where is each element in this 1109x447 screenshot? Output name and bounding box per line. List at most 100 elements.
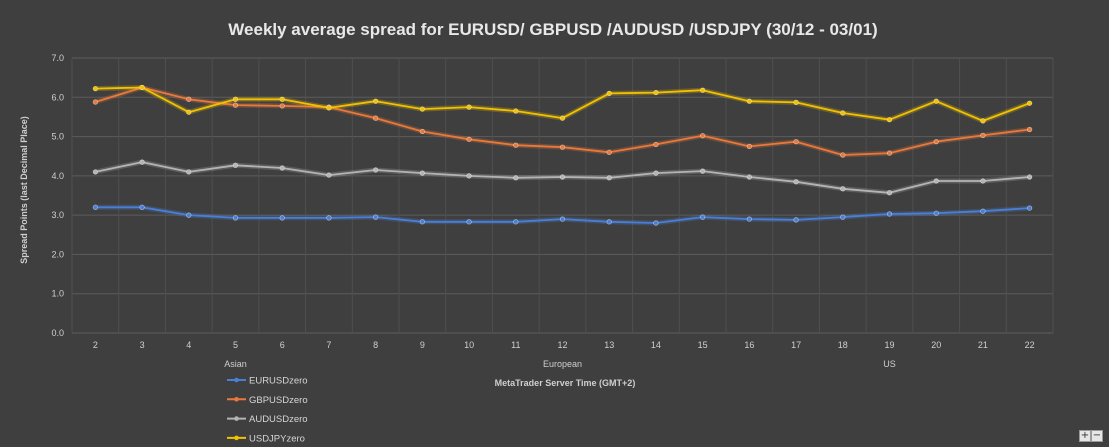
x-tick-label: 16 bbox=[744, 340, 754, 350]
data-point bbox=[933, 210, 939, 216]
data-point bbox=[232, 102, 239, 108]
data-point bbox=[793, 99, 799, 105]
series-eurusdzero bbox=[92, 204, 1033, 226]
grid bbox=[71, 57, 1054, 334]
x-axis-label: MetaTrader Server Time (GMT+2) bbox=[495, 378, 636, 388]
legend-swatch-marker bbox=[234, 416, 239, 421]
data-point bbox=[840, 214, 846, 220]
data-point bbox=[840, 186, 846, 192]
data-point bbox=[746, 143, 752, 149]
data-point bbox=[232, 215, 239, 221]
x-tick-label: 7 bbox=[326, 340, 331, 350]
data-point bbox=[326, 215, 332, 221]
data-point bbox=[326, 172, 332, 178]
data-point bbox=[886, 211, 893, 217]
y-axis-label: Spread Points (last Decimal Place) bbox=[19, 116, 29, 264]
data-point bbox=[139, 159, 145, 165]
data-point bbox=[606, 219, 612, 225]
legend-item: GBPUSDzero bbox=[227, 395, 308, 406]
legend-swatch-marker bbox=[234, 397, 239, 402]
data-point bbox=[700, 214, 706, 220]
x-tick-label: 6 bbox=[280, 340, 285, 350]
data-point bbox=[653, 170, 659, 176]
data-point bbox=[793, 139, 799, 145]
data-point bbox=[606, 90, 612, 96]
session-label: Asian bbox=[224, 359, 247, 369]
x-tick-label: 12 bbox=[557, 340, 567, 350]
data-point bbox=[700, 168, 706, 174]
x-tick-label: 8 bbox=[373, 340, 378, 350]
data-point bbox=[746, 98, 752, 104]
data-point bbox=[186, 96, 192, 102]
data-point bbox=[559, 216, 566, 222]
x-tick-label: 18 bbox=[838, 340, 848, 350]
data-point bbox=[92, 99, 98, 105]
series-usdjpyzero bbox=[92, 84, 1033, 124]
data-point bbox=[606, 149, 612, 155]
x-tick-label: 19 bbox=[884, 340, 894, 350]
legend-label: EURUSDzero bbox=[249, 376, 308, 387]
session-label: European bbox=[543, 359, 582, 369]
data-point bbox=[1027, 205, 1033, 211]
data-point bbox=[466, 104, 472, 110]
data-point bbox=[373, 214, 379, 220]
data-point bbox=[373, 167, 379, 173]
data-point bbox=[419, 106, 425, 112]
data-point bbox=[840, 152, 846, 158]
data-point bbox=[92, 204, 98, 210]
data-point bbox=[1027, 100, 1033, 106]
data-point bbox=[653, 89, 659, 96]
x-tick-label: 11 bbox=[511, 340, 520, 350]
x-tick-label: 15 bbox=[698, 340, 708, 350]
data-point bbox=[606, 175, 612, 181]
legend: EURUSDzero GBPUSDzero AUDUSDzero USDJPYzero bbox=[227, 376, 308, 444]
data-point bbox=[513, 142, 519, 148]
data-point bbox=[92, 169, 98, 175]
data-point bbox=[980, 132, 986, 138]
x-axis-ticks: 2 3 4 5 6 7 8 9 10 11 12 13 14 15 16 17 18 19 20 21 22 bbox=[93, 340, 1035, 350]
legend-label: GBPUSDzero bbox=[249, 395, 308, 406]
x-tick-label: 20 bbox=[931, 340, 941, 350]
data-point bbox=[279, 96, 285, 102]
session-labels: Asian European US bbox=[224, 359, 896, 369]
x-tick-label: 3 bbox=[140, 340, 145, 350]
data-point bbox=[513, 108, 519, 114]
data-point bbox=[419, 128, 425, 135]
y-tick-label: 7.0 bbox=[51, 53, 64, 63]
data-point bbox=[279, 165, 285, 171]
zoom-in-button[interactable]: + bbox=[1079, 430, 1091, 442]
x-tick-label: 14 bbox=[651, 340, 661, 350]
data-point bbox=[653, 220, 659, 226]
data-point bbox=[559, 174, 566, 180]
data-point bbox=[886, 150, 893, 156]
data-point bbox=[1027, 126, 1033, 133]
data-point bbox=[186, 169, 192, 175]
data-point bbox=[373, 115, 379, 121]
data-point bbox=[980, 178, 986, 184]
data-point bbox=[1027, 174, 1033, 180]
data-point bbox=[139, 84, 145, 91]
series-audusdzero bbox=[92, 159, 1033, 196]
data-point bbox=[559, 144, 566, 150]
data-point bbox=[186, 212, 192, 218]
data-point bbox=[373, 98, 379, 104]
legend-swatch-marker bbox=[234, 435, 239, 441]
data-point bbox=[840, 110, 846, 116]
y-tick-label: 5.0 bbox=[51, 132, 64, 142]
data-point bbox=[933, 98, 939, 104]
data-point bbox=[326, 105, 332, 111]
x-tick-label: 21 bbox=[978, 340, 988, 350]
series-lines bbox=[92, 84, 1033, 226]
x-tick-label: 5 bbox=[233, 340, 238, 350]
data-point bbox=[746, 216, 752, 222]
data-point bbox=[232, 162, 239, 168]
series-gbpusdzero bbox=[92, 84, 1033, 158]
data-point bbox=[419, 219, 425, 225]
data-point bbox=[513, 219, 519, 225]
data-point bbox=[92, 86, 98, 92]
x-tick-label: 10 bbox=[464, 340, 474, 350]
zoom-out-button[interactable]: − bbox=[1091, 430, 1103, 442]
x-tick-label: 22 bbox=[1025, 340, 1035, 350]
x-tick-label: 13 bbox=[604, 340, 614, 350]
